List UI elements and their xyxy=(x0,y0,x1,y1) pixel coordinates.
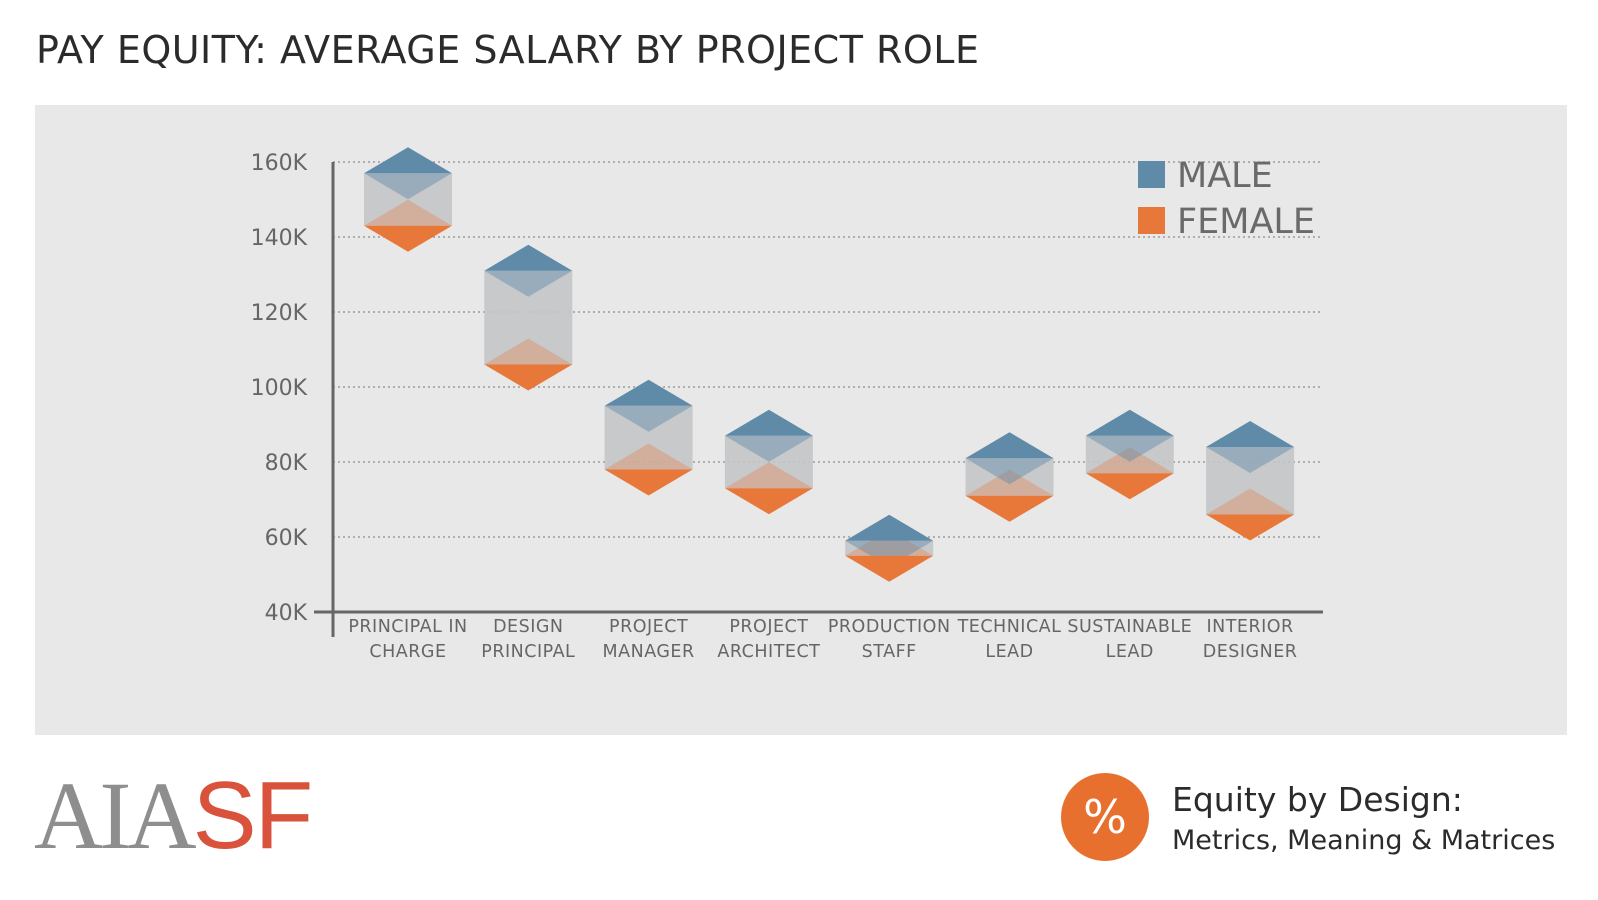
x-tick-label: SUSTAINABLE xyxy=(1067,617,1192,637)
female-mark xyxy=(484,364,573,391)
logo-aia-text: AIA xyxy=(34,762,197,869)
male-legend-swatch xyxy=(1138,161,1165,188)
male-reflection xyxy=(484,270,573,297)
x-tick-label: PROJECT xyxy=(609,617,688,637)
equity-subtitle: Metrics, Meaning & Matrices xyxy=(1172,825,1556,856)
female-reflection xyxy=(604,443,693,470)
female-reflection xyxy=(965,469,1054,496)
male-mark xyxy=(484,244,573,271)
y-tick-label: 60K xyxy=(265,526,308,551)
y-tick-label: 160K xyxy=(251,151,308,176)
y-tick-label: 40K xyxy=(265,601,308,626)
x-tick-label: TECHNICAL xyxy=(957,617,1062,637)
x-tick-label: MANAGER xyxy=(603,642,695,662)
gap-box xyxy=(1206,447,1295,515)
female-mark xyxy=(604,469,693,496)
percent-badge-icon: % xyxy=(1061,773,1149,861)
female-mark xyxy=(364,225,452,252)
female-mark xyxy=(1085,473,1174,500)
female-legend-label: FEMALE xyxy=(1177,202,1315,242)
female-mark xyxy=(724,488,813,515)
female-reflection xyxy=(1206,488,1295,515)
female-reflection xyxy=(724,462,813,489)
gap-box xyxy=(845,540,934,556)
gap-box xyxy=(364,173,452,226)
female-reflection xyxy=(484,338,573,365)
gap-box xyxy=(1085,435,1174,474)
female-reflection xyxy=(845,529,934,556)
gap-box xyxy=(965,458,1054,496)
female-reflection xyxy=(364,199,452,226)
x-tick-label: PRINCIPAL IN xyxy=(348,617,467,637)
male-legend-label: MALE xyxy=(1177,156,1273,196)
x-tick-label: DESIGN xyxy=(493,617,563,637)
salary-chart: 40K 60K 80K 100K 120K 140K 160K PRINCIPAL IN CHA… xyxy=(251,147,1323,662)
gap-box xyxy=(724,435,813,489)
male-reflection xyxy=(1206,447,1295,473)
x-tick-label: DESIGNER xyxy=(1203,642,1298,662)
female-mark xyxy=(1206,514,1295,541)
male-reflection xyxy=(845,540,934,567)
y-tick-label: 120K xyxy=(251,301,308,326)
gap-box xyxy=(604,405,693,470)
logo-sf-text: SF xyxy=(192,762,314,869)
male-reflection xyxy=(965,458,1054,485)
y-tick-label: 80K xyxy=(265,451,308,476)
female-reflection xyxy=(1085,447,1174,474)
y-tick-label: 140K xyxy=(251,226,308,251)
gap-box xyxy=(484,270,573,365)
female-mark xyxy=(965,495,1054,522)
chart-panel xyxy=(35,105,1567,735)
female-mark xyxy=(845,555,934,582)
x-tick-label: LEAD xyxy=(1106,642,1154,662)
x-tick-label: PRODUCTION xyxy=(828,617,951,637)
male-mark xyxy=(1085,409,1174,436)
male-mark xyxy=(364,147,452,174)
y-tick-label: 100K xyxy=(251,376,308,401)
x-tick-label: ARCHITECT xyxy=(717,642,820,662)
aiasf-logo: AIASF xyxy=(34,768,313,864)
badge-symbol: % xyxy=(1083,790,1127,844)
x-tick-label: LEAD xyxy=(985,642,1033,662)
x-tick-label: CHARGE xyxy=(369,642,446,662)
x-tick-label: INTERIOR xyxy=(1206,617,1293,637)
x-tick-label: PRINCIPAL xyxy=(481,642,575,662)
equity-title: Equity by Design: xyxy=(1172,780,1463,819)
male-reflection xyxy=(1085,435,1174,462)
male-reflection xyxy=(364,173,452,200)
x-tick-label: STAFF xyxy=(862,642,917,662)
male-mark xyxy=(724,409,813,436)
male-mark xyxy=(965,432,1054,459)
x-tick-label: PROJECT xyxy=(729,617,808,637)
male-mark xyxy=(604,379,693,406)
female-legend-swatch xyxy=(1138,207,1165,234)
male-reflection xyxy=(724,435,813,462)
male-mark xyxy=(845,514,934,541)
male-reflection xyxy=(604,405,693,432)
page-title: PAY EQUITY: AVERAGE SALARY BY PROJECT RO… xyxy=(36,28,980,72)
male-mark xyxy=(1206,421,1295,447)
